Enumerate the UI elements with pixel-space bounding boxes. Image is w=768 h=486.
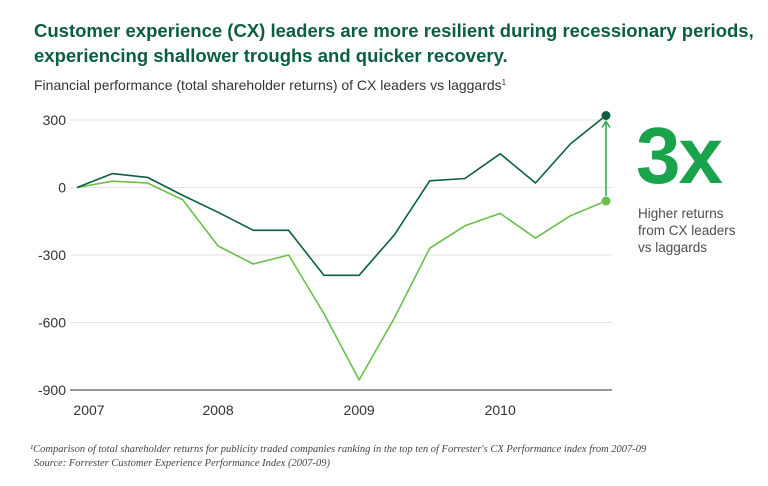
footnote-marker: 1 [501,78,507,87]
callout-line-3: vs laggards [638,240,708,255]
x-tick-label: 2010 [485,402,516,418]
x-tick-label: 2008 [202,402,233,418]
footnote-note: ¹Comparison of total shareholder returns… [30,444,647,455]
x-tick-label: 2009 [344,402,375,418]
leaders-series-line [76,114,607,277]
callout-line-2: from CX leaders [638,223,736,238]
footnote-source: Source: Forrester Customer Experience Pe… [34,458,331,469]
laggards-end-point [601,196,611,206]
chart-headline: Customer experience (CX) leaders are mor… [34,20,754,66]
footnote: ¹Comparison of total shareholder returns… [30,443,765,471]
y-tick-label: -300 [38,247,66,263]
subtitle-text: Financial performance (total shareholder… [34,77,502,93]
y-tick-label: -900 [38,382,66,398]
leaders-end-point [601,111,611,120]
x-tick-label: 2007 [73,402,104,418]
callout-description: Higher returns from CX leaders vs laggar… [638,205,763,256]
y-tick-label: 300 [43,112,67,128]
y-tick-label: 0 [58,180,66,196]
callout-line-1: Higher returns [638,206,724,221]
laggards-series-line [76,180,607,381]
y-tick-label: -600 [38,315,66,331]
callout-multiplier: 3x [636,111,723,200]
chart-subtitle: Financial performance (total shareholder… [34,76,506,94]
gap-arrow-head [601,120,611,128]
